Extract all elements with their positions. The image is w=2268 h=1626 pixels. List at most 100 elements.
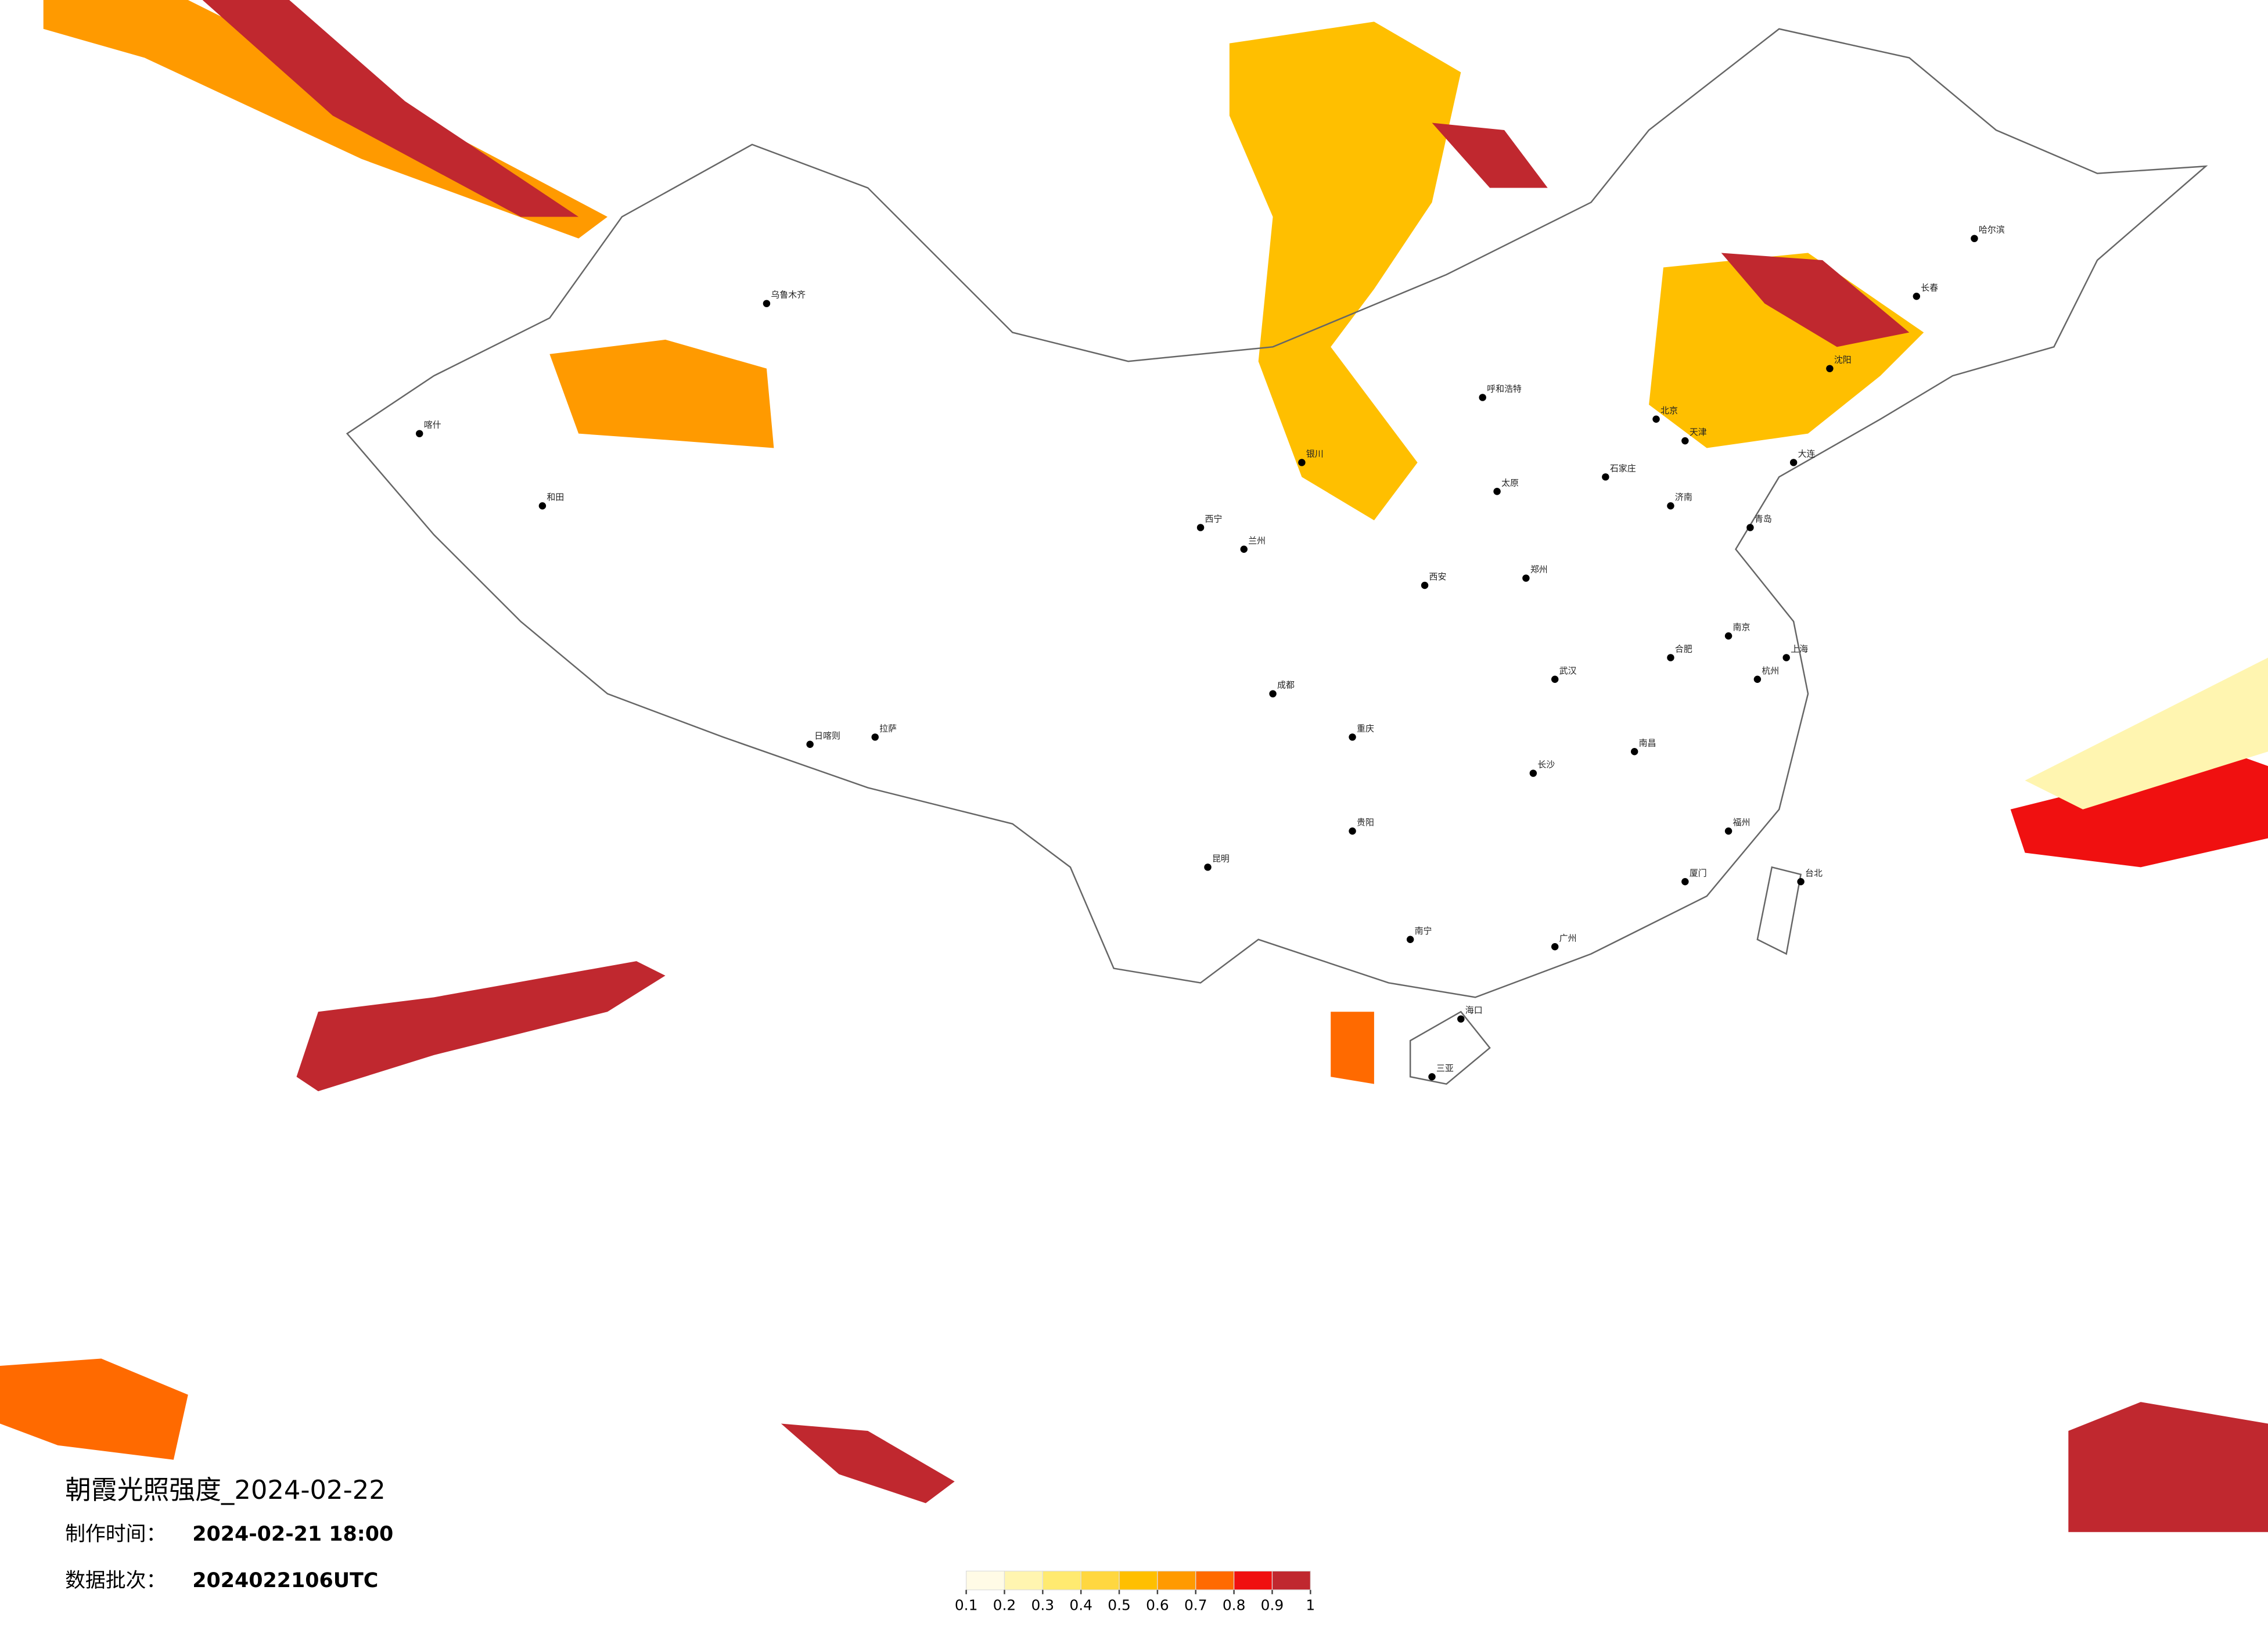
city-label: 西宁: [1205, 513, 1223, 524]
city-label: 天津: [1690, 427, 1707, 437]
city-dot: [1652, 415, 1660, 423]
city-label: 厦门: [1690, 868, 1707, 878]
island-outline: [1756, 866, 1802, 955]
city-label: 重庆: [1357, 723, 1374, 733]
city-dot: [1522, 574, 1530, 582]
city-dot: [1479, 394, 1486, 401]
city-label: 长沙: [1537, 760, 1555, 770]
city-label: 郑州: [1530, 564, 1548, 575]
city-dot: [415, 430, 423, 437]
city-dot: [1797, 878, 1805, 886]
country-outline: [346, 28, 2208, 998]
city-dot: [1349, 827, 1356, 835]
legend-swatch: [1271, 1570, 1311, 1591]
glow-area: [2068, 1402, 2268, 1533]
city-dot: [1602, 473, 1609, 481]
glow-area: [549, 339, 774, 448]
city-dot: [1724, 632, 1733, 640]
city-dot: [1406, 936, 1414, 943]
city-dot: [1971, 235, 1978, 242]
city-dot: [1457, 1015, 1465, 1023]
legend-tick-label: 0.7: [1184, 1597, 1207, 1614]
legend-tick-label: 0.1: [955, 1597, 978, 1614]
city-label: 上海: [1791, 643, 1808, 654]
legend-tick-label: 1: [1306, 1597, 1315, 1614]
city-dot: [1667, 654, 1674, 661]
map-title: 朝霞光照强度_2024-02-22: [65, 1474, 386, 1505]
legend-tick-label: 0.5: [1108, 1597, 1131, 1614]
batch-label: 数据批次：: [65, 1569, 166, 1592]
city-dot: [1204, 864, 1212, 871]
city-label: 哈尔滨: [1979, 225, 2005, 235]
legend-tick-label: 0.8: [1223, 1597, 1246, 1614]
city-label: 喀什: [424, 420, 441, 430]
legend-swatch: [1233, 1570, 1273, 1591]
legend-tick-label: 0.3: [1031, 1597, 1055, 1614]
legend-tick-label: 0.9: [1261, 1597, 1284, 1614]
city-label: 大连: [1798, 448, 1816, 459]
city-label: 杭州: [1762, 665, 1779, 676]
city-dot: [1746, 524, 1754, 531]
city-label: 沈阳: [1834, 355, 1852, 365]
city-dot: [538, 502, 547, 510]
city-label: 合肥: [1675, 643, 1692, 654]
made-label: 制作时间：: [65, 1523, 166, 1546]
legend-swatch: [1157, 1570, 1196, 1591]
city-label: 南昌: [1639, 738, 1656, 748]
city-dot: [1529, 769, 1537, 777]
legend-swatch: [1080, 1570, 1120, 1591]
legend-swatch: [1119, 1570, 1158, 1591]
glow-area: [781, 1423, 955, 1503]
city-dot: [1196, 524, 1205, 531]
glow-area: [0, 1358, 188, 1460]
legend-swatch: [1004, 1570, 1043, 1591]
city-dot: [1724, 827, 1733, 835]
city-label: 昆明: [1212, 853, 1230, 864]
legend: 0.1 0.2 0.3 0.4 0.5 0.6 0.7 0.8 0.9 1: [955, 1570, 1315, 1614]
city-label: 和田: [547, 492, 564, 502]
city-label: 台北: [1805, 868, 1823, 878]
city-label: 贵阳: [1357, 817, 1374, 828]
city-label: 福州: [1733, 817, 1751, 828]
city-dot: [763, 300, 771, 307]
city-dot: [1681, 437, 1689, 445]
legend-tick-label: 0.4: [1069, 1597, 1092, 1614]
city-dot: [1913, 293, 1921, 300]
glow-area: [2025, 657, 2268, 810]
city-label: 成都: [1277, 680, 1295, 690]
legend-tick-label: 0.2: [993, 1597, 1016, 1614]
city-dot: [1428, 1073, 1436, 1081]
city-label: 长春: [1921, 282, 1938, 293]
city-label: 武汉: [1559, 665, 1577, 676]
city-dot: [1240, 545, 1248, 553]
city-dot: [871, 733, 879, 741]
glow-area: [202, 0, 579, 217]
city-dot: [1551, 675, 1559, 683]
city-dot: [1298, 459, 1306, 466]
city-dot: [1630, 748, 1638, 756]
legend-tick-label: 0.6: [1146, 1597, 1169, 1614]
city-label: 青岛: [1755, 513, 1772, 524]
glow-area: [1229, 21, 1461, 521]
city-label: 银川: [1306, 448, 1324, 459]
city-dot: [1421, 581, 1429, 589]
city-dot: [1493, 488, 1501, 495]
intensity-field: [0, 0, 2268, 1533]
city-dot: [1269, 690, 1277, 697]
made-time: 2024-02-21 18:00: [192, 1523, 393, 1546]
city-dot: [1551, 943, 1559, 951]
legend-swatch: [1195, 1570, 1235, 1591]
glow-area: [1721, 253, 1910, 347]
city-label: 南宁: [1415, 926, 1432, 936]
city-label: 北京: [1660, 405, 1678, 416]
city-dot: [1789, 459, 1798, 466]
glow-area: [1331, 1012, 1374, 1084]
city-label: 呼和浩特: [1487, 383, 1522, 394]
glow-area: [296, 961, 666, 1092]
city-label: 广州: [1559, 933, 1577, 943]
city-label: 拉萨: [879, 723, 897, 733]
batch: 2024022106UTC: [192, 1569, 378, 1592]
